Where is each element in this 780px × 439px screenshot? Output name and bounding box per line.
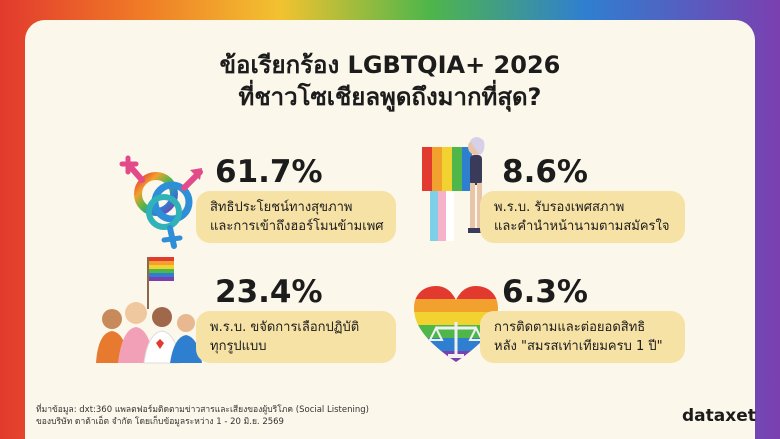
source-footnote: ที่มาข้อมูล: dxt:360 แพลตฟอร์มติดตามข่าว… [36, 404, 369, 428]
stat-label-3: พ.ร.บ. ขจัดการเลือกปฏิบัติ ทุกรูปแบบ [196, 311, 396, 363]
stat-percent-2: 8.6% [502, 154, 588, 190]
stat-label-2: พ.ร.บ. รับรองเพศสภาพ และคำนำหน้านามตามสม… [480, 191, 685, 243]
rainbow-heart-scales-icon [414, 286, 498, 362]
page-title-line2: ที่ชาวโซเชียลพูดถึงมากที่สุด? [238, 83, 542, 111]
stat-percent-4: 6.3% [502, 274, 588, 310]
stat-label-1-line2: และการเข้าถึงฮอร์โมนข้ามเพศ [210, 219, 384, 234]
gender-symbols-icon [119, 155, 203, 249]
stat-label-1: สิทธิประโยชน์ทางสุขภาพ และการเข้าถึงฮอร์… [196, 191, 396, 243]
brand-logo: dataxet [682, 406, 756, 426]
stat-label-4-line1: การติดตามและต่อยอดสิทธิ [494, 320, 646, 335]
stat-label-2-line2: และคำนำหน้านามตามสมัครใจ [494, 219, 670, 234]
stat-label-1-line1: สิทธิประโยชน์ทางสุขภาพ [210, 200, 353, 215]
stat-label-3-line1: พ.ร.บ. ขจัดการเลือกปฏิบัติ [210, 320, 360, 335]
stat-label-2-line1: พ.ร.บ. รับรองเพศสภาพ [494, 200, 625, 215]
source-footnote-line1: ที่มาข้อมูล: dxt:360 แพลตฟอร์มติดตามข่าว… [36, 405, 369, 415]
stat-label-4: การติดตามและต่อยอดสิทธิ หลัง "สมรสเท่าเท… [480, 311, 685, 363]
stat-label-3-line2: ทุกรูปแบบ [210, 339, 267, 354]
stat-percent-1: 61.7% [215, 154, 323, 190]
stat-label-4-line2: หลัง "สมรสเท่าเทียมครบ 1 ปี" [494, 339, 663, 354]
crowd-with-pride-flag-icon [96, 257, 202, 364]
stat-percent-3: 23.4% [215, 274, 323, 310]
page-title-line1: ข้อเรียกร้อง LGBTQIA+ 2026 [219, 51, 561, 79]
source-footnote-line2: ของบริษัท ดาต้าเอ็ต จำกัด โดยเก็บข้อมูลร… [36, 417, 284, 427]
